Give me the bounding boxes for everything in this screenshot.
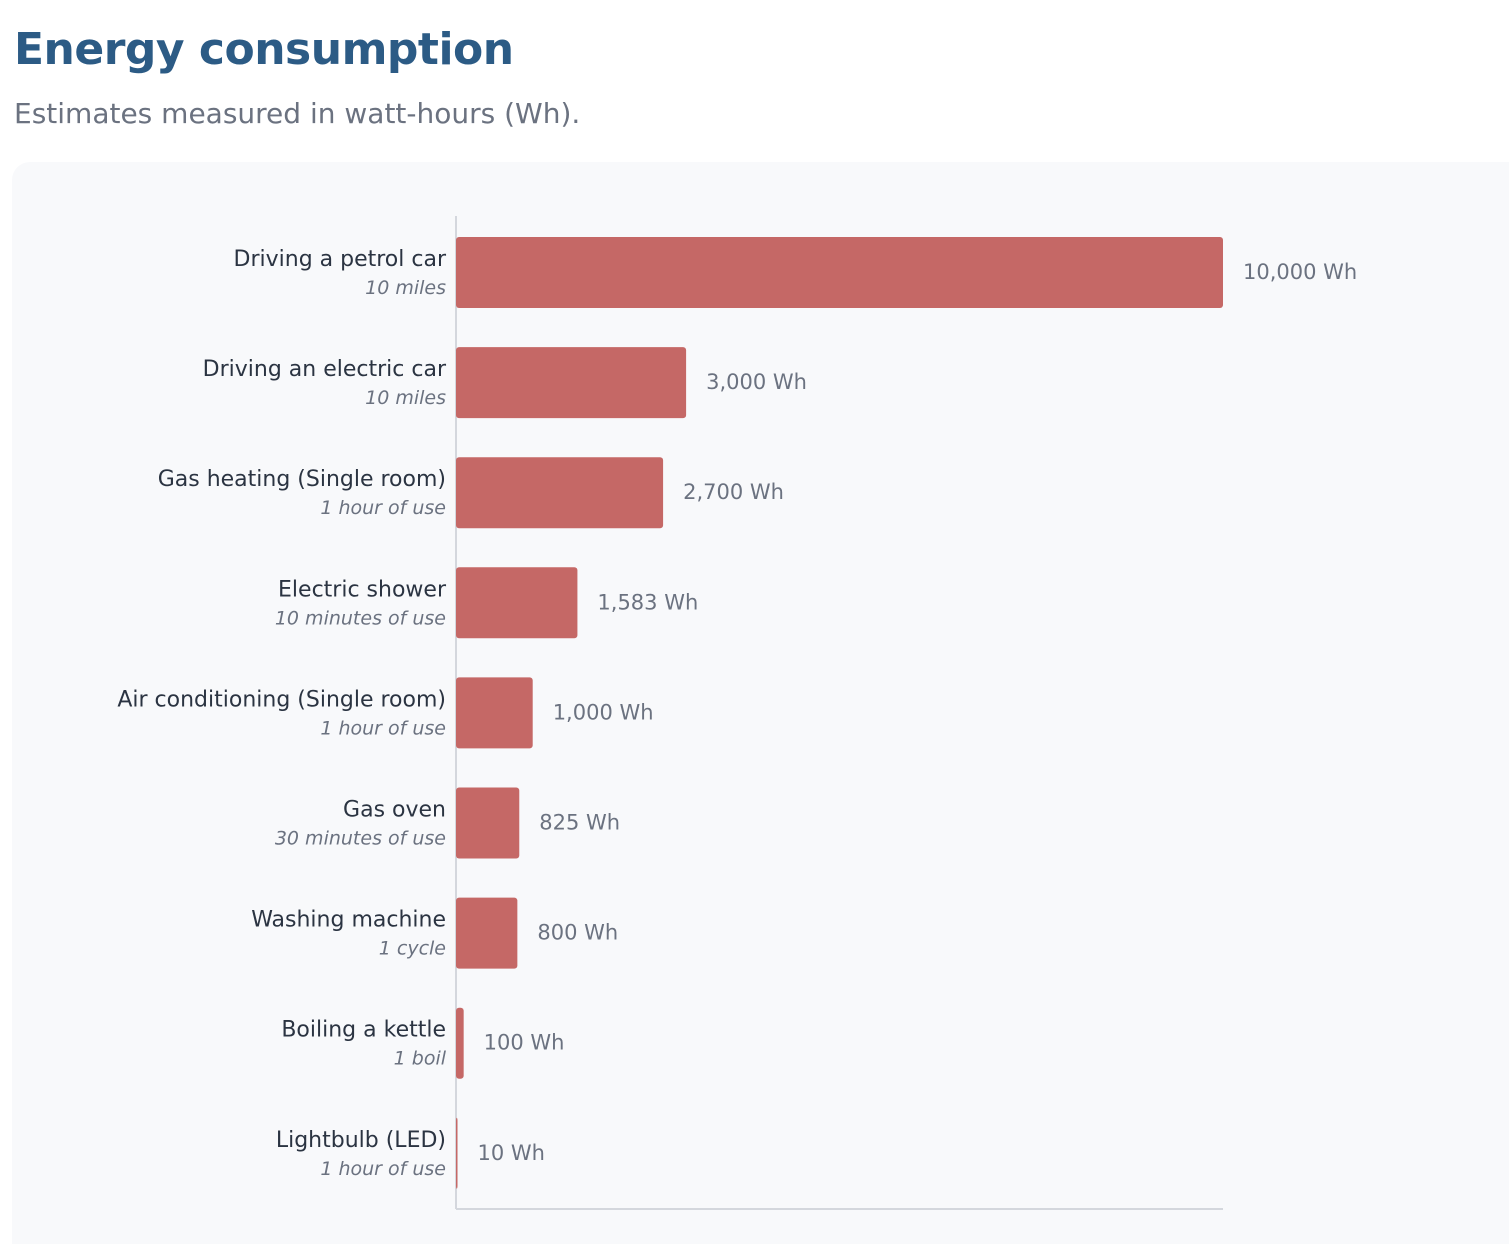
category-label: Driving a petrol car (234, 247, 447, 272)
category-description: 1 hour of use (320, 717, 446, 739)
category-label: Boiling a kettle (281, 1018, 446, 1043)
bar-6 (456, 897, 518, 969)
bar-5 (456, 787, 520, 859)
value-label: 825 Wh (539, 811, 620, 835)
value-label: 800 Wh (537, 921, 618, 945)
value-label: 1,000 Wh (553, 700, 654, 724)
value-label: 10 Wh (478, 1141, 545, 1165)
category-label: Gas oven (343, 798, 446, 823)
category-label: Air conditioning (Single room) (117, 687, 446, 712)
value-label: 100 Wh (484, 1031, 565, 1055)
bar-0 (456, 237, 1223, 308)
category-description: 10 miles (365, 387, 446, 409)
value-label: 3,000 Wh (706, 370, 807, 394)
category-description: 10 minutes of use (275, 607, 446, 629)
page-title: Energy consumption (14, 24, 514, 75)
category-description: 1 boil (394, 1048, 447, 1070)
category-description: 10 miles (365, 277, 446, 299)
value-label: 2,700 Wh (683, 480, 784, 504)
category-label: Lightbulb (LED) (276, 1128, 446, 1153)
bar-7 (456, 1007, 464, 1079)
value-label: 10,000 Wh (1243, 260, 1357, 284)
category-description: 1 cycle (379, 938, 446, 960)
bar-4 (456, 677, 533, 749)
category-description: 1 hour of use (320, 1158, 446, 1180)
category-label: Driving an electric car (203, 357, 447, 382)
category-description: 30 minutes of use (275, 828, 446, 850)
bar-2 (456, 457, 664, 529)
value-label: 1,583 Wh (597, 590, 698, 614)
bar-1 (456, 347, 687, 419)
chart-panel (12, 162, 1509, 1244)
category-label: Washing machine (251, 908, 446, 933)
page-subtitle: Estimates measured in watt-hours (Wh). (14, 97, 581, 130)
category-label: Electric shower (278, 577, 447, 602)
category-description: 1 hour of use (320, 497, 446, 519)
category-label: Gas heating (Single room) (158, 467, 446, 492)
bar-8 (456, 1117, 458, 1189)
bar-3 (456, 567, 578, 639)
